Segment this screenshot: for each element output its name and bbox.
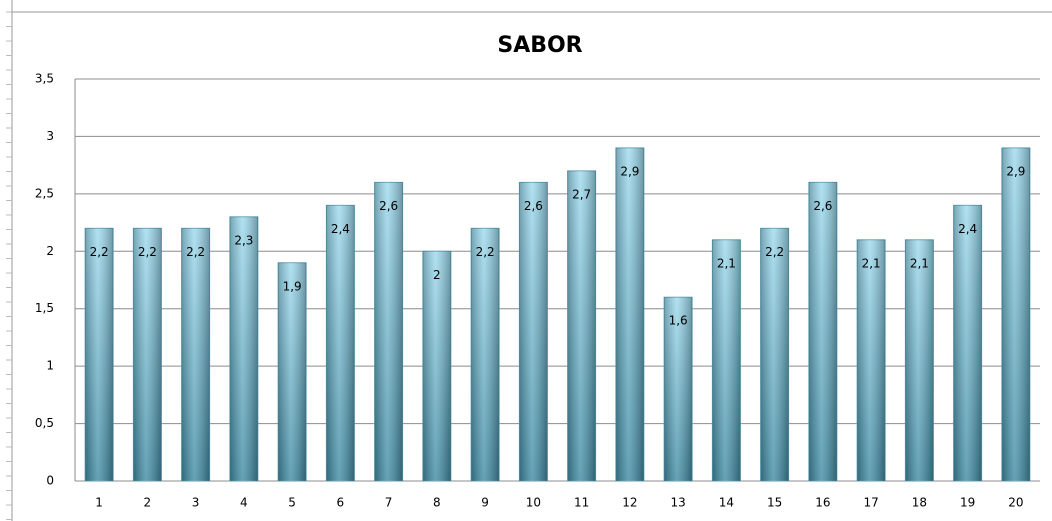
x-tick-label: 10 [526, 496, 541, 510]
y-tick-label: 2,5 [35, 186, 54, 200]
y-tick-label: 1 [46, 359, 54, 373]
x-tick-label: 6 [337, 496, 345, 510]
x-tick-label: 17 [863, 496, 878, 510]
x-tick-label: 2 [144, 496, 152, 510]
y-tick-label: 3 [46, 129, 54, 143]
x-tick-label: 8 [433, 496, 441, 510]
y-tick-label: 3,5 [35, 72, 54, 86]
data-label: 2,6 [524, 199, 543, 213]
bar-shade [1001, 147, 1030, 481]
x-tick-label: 12 [622, 496, 637, 510]
bar-shade [712, 239, 741, 481]
bar-shade [519, 182, 548, 481]
bar-shade [760, 228, 789, 481]
x-tick-label: 18 [912, 496, 927, 510]
bar-shade [471, 228, 500, 481]
bar-shade [905, 239, 934, 481]
data-label: 2 [433, 268, 441, 282]
x-tick-label: 7 [385, 496, 393, 510]
bar-shade [567, 170, 596, 481]
bar-shade [229, 216, 258, 482]
x-tick-label: 13 [670, 496, 685, 510]
data-label: 2,2 [765, 245, 784, 259]
data-label: 2,2 [90, 245, 109, 259]
x-tick-label: 16 [815, 496, 830, 510]
x-tick-label: 1 [95, 496, 103, 510]
bar-shade [664, 297, 693, 481]
data-label: 2,2 [138, 245, 157, 259]
data-label: 1,6 [669, 314, 688, 328]
bar-shade [374, 182, 403, 481]
data-label: 2,7 [572, 187, 591, 201]
data-label: 2,4 [958, 222, 977, 236]
x-tick-label: 14 [719, 496, 734, 510]
data-label: 1,9 [283, 279, 302, 293]
x-tick-label: 5 [288, 496, 296, 510]
x-tick-label: 3 [192, 496, 200, 510]
bar-shade [278, 262, 307, 481]
bar-shade [953, 205, 982, 482]
bar-shade [422, 251, 451, 481]
data-label: 2,4 [331, 222, 350, 236]
y-tick-label: 0,5 [35, 416, 54, 430]
x-tick-label: 11 [574, 496, 589, 510]
data-label: 2,1 [862, 256, 881, 270]
x-tick-label: 20 [1008, 496, 1023, 510]
x-tick-label: 19 [960, 496, 975, 510]
chart-title: SABOR [497, 33, 582, 58]
bar-shade [326, 205, 355, 482]
data-label: 2,2 [186, 245, 205, 259]
data-label: 2,6 [813, 199, 832, 213]
x-tick-label: 4 [240, 496, 248, 510]
bar-shade [808, 182, 837, 481]
data-label: 2,1 [910, 256, 929, 270]
bar-shade [85, 228, 114, 481]
x-tick-label: 15 [767, 496, 782, 510]
bar-shade [133, 228, 162, 481]
data-label: 2,1 [717, 256, 736, 270]
bar-shade [857, 239, 886, 481]
bar-shade [615, 147, 644, 481]
x-tick-label: 9 [481, 496, 489, 510]
y-tick-label: 0 [46, 474, 54, 488]
data-label: 2,3 [234, 233, 253, 247]
data-label: 2,9 [620, 164, 639, 178]
data-label: 2,9 [1006, 164, 1025, 178]
bar-shade [181, 228, 210, 481]
y-tick-label: 2 [46, 244, 54, 258]
data-label: 2,6 [379, 199, 398, 213]
data-label: 2,2 [476, 245, 495, 259]
y-tick-label: 1,5 [35, 301, 54, 315]
